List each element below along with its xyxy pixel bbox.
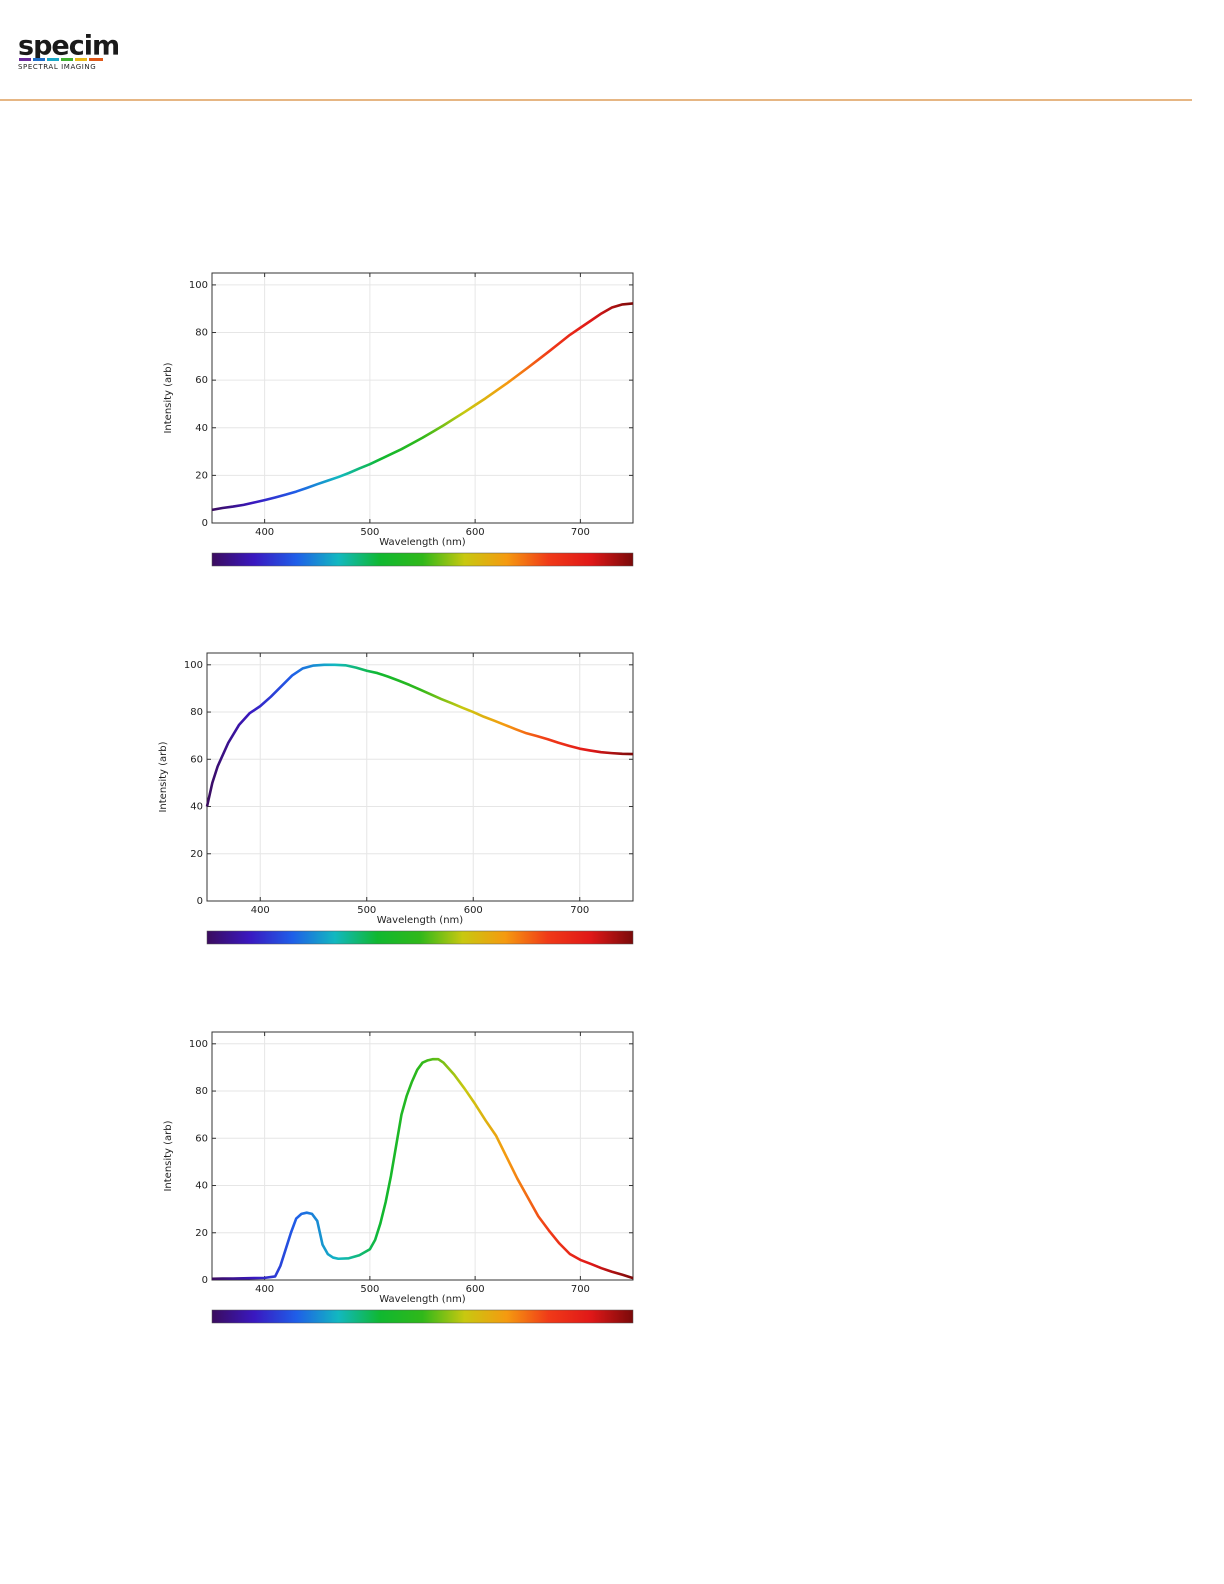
x-tick-label: 500 xyxy=(360,527,379,538)
y-tick-label: 80 xyxy=(195,1086,208,1097)
x-axis-label: Wavelength (nm) xyxy=(379,1294,465,1305)
y-tick-label: 40 xyxy=(195,423,208,434)
x-tick-label: 500 xyxy=(357,905,376,916)
spectrum-line xyxy=(211,1057,634,1281)
spectrum-line xyxy=(205,663,634,807)
x-tick-label: 400 xyxy=(251,905,270,916)
y-axis-label: Intensity (arb) xyxy=(163,362,174,433)
x-tick-label: 600 xyxy=(466,527,485,538)
y-tick-label: 0 xyxy=(197,896,203,907)
y-tick-label: 60 xyxy=(195,1133,208,1144)
logo-bar xyxy=(75,58,87,61)
x-tick-label: 700 xyxy=(571,1284,590,1295)
y-tick-label: 100 xyxy=(189,280,208,291)
y-tick-label: 80 xyxy=(195,328,208,339)
y-tick-label: 40 xyxy=(195,1181,208,1192)
x-axis-label: Wavelength (nm) xyxy=(377,915,463,926)
logo-bar xyxy=(47,58,59,61)
logo-bar xyxy=(33,58,45,61)
colorbar xyxy=(211,552,634,567)
x-tick-label: 400 xyxy=(255,1284,274,1295)
plot-frame xyxy=(211,272,634,524)
colorbar xyxy=(211,1309,634,1324)
y-tick-label: 20 xyxy=(190,849,203,860)
colorbar xyxy=(206,930,634,945)
y-tick-label: 100 xyxy=(189,1039,208,1050)
logo-bar xyxy=(61,58,73,61)
y-tick-label: 40 xyxy=(190,802,203,813)
y-tick-label: 60 xyxy=(195,375,208,386)
x-tick-label: 500 xyxy=(360,1284,379,1295)
logo: specim SPECTRAL IMAGING xyxy=(18,31,120,72)
x-tick-label: 400 xyxy=(255,527,274,538)
x-tick-label: 600 xyxy=(466,1284,485,1295)
spectrum-line xyxy=(211,302,634,512)
x-tick-label: 600 xyxy=(464,905,483,916)
y-tick-label: 20 xyxy=(195,1228,208,1239)
logo-bar xyxy=(19,58,31,61)
logo-text: specim xyxy=(18,31,119,62)
x-tick-label: 700 xyxy=(570,905,589,916)
plot-frame xyxy=(211,1031,634,1281)
plot-frame xyxy=(206,652,634,902)
x-axis-label: Wavelength (nm) xyxy=(379,537,465,548)
y-tick-label: 0 xyxy=(202,1275,208,1286)
y-tick-label: 20 xyxy=(195,470,208,481)
logo-bar xyxy=(89,58,103,61)
y-axis-label: Intensity (arb) xyxy=(163,1120,174,1191)
y-axis-label: Intensity (arb) xyxy=(158,741,169,812)
y-tick-label: 100 xyxy=(184,660,203,671)
y-tick-label: 0 xyxy=(202,518,208,529)
y-tick-label: 60 xyxy=(190,754,203,765)
y-tick-label: 80 xyxy=(190,707,203,718)
logo-tagline: SPECTRAL IMAGING xyxy=(18,63,96,71)
x-tick-label: 700 xyxy=(571,527,590,538)
